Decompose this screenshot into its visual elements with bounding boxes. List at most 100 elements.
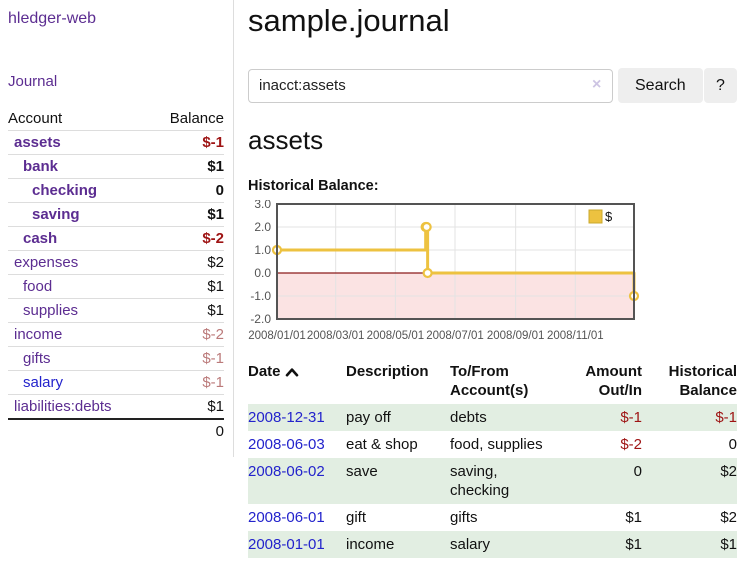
account-row: liabilities:debts $1 [8, 394, 224, 420]
account-link-assets[interactable]: assets [14, 134, 61, 151]
y-tick-label: -1.0 [250, 289, 271, 303]
transaction-date-link[interactable]: 2008-06-02 [248, 463, 325, 480]
register-table-body: 2008-12-31 pay off debts $-1 $-1 2008-06-03 ea… [248, 404, 737, 558]
account-link-income[interactable]: income [14, 326, 63, 343]
account-row: gifts $-1 [8, 346, 224, 371]
register-amount-cell: $1 [625, 536, 642, 553]
sidebar: hledger-web Journal Account Balance asse… [0, 0, 234, 457]
register-row: 2008-06-03 eat & shop food, supplies $-2 0 [248, 431, 737, 458]
x-tick-label: 2008/11/01 [547, 330, 604, 342]
search-button[interactable]: Search [618, 68, 703, 103]
accounts-header-row: Account Balance [8, 107, 224, 131]
help-button[interactable]: ? [704, 68, 737, 103]
account-row: food $1 [8, 274, 224, 299]
register-amount-cell: $-2 [620, 436, 642, 453]
account-heading: assets [248, 125, 324, 155]
main-content: sample.journal × Search ? assets Histori… [248, 0, 737, 558]
register-row: 2008-06-01 gift gifts $1 $2 [248, 504, 737, 531]
x-tick-label: 2008/09/01 [487, 330, 545, 342]
account-row: bank $1 [8, 154, 224, 179]
legend-label: $ [605, 209, 613, 224]
account-row: assets $-1 [8, 130, 224, 155]
register-date-cell: 2008-12-31 [248, 404, 346, 431]
register-date-cell: 2008-06-03 [248, 431, 346, 458]
data-point-marker[interactable] [422, 267, 433, 279]
register-accounts-cell: gifts [450, 509, 478, 526]
accounts-total-value: 0 [215, 423, 224, 440]
search-form: × Search ? [248, 68, 737, 103]
account-row: saving $1 [8, 202, 224, 227]
account-row: supplies $1 [8, 298, 224, 323]
register-amount-cell: $-1 [620, 409, 642, 426]
register-description-cell: income [346, 536, 395, 553]
account-row: expenses $2 [8, 250, 224, 275]
account-name-cell: food [8, 275, 150, 299]
accounts-total-spacer [8, 419, 150, 443]
account-link-liabilities-debts[interactable]: liabilities:debts [14, 398, 112, 415]
register-amount-cell: $1 [625, 509, 642, 526]
account-balance: $-1 [202, 350, 224, 367]
app-brand-link[interactable]: hledger-web [8, 10, 97, 27]
register-description-cell: save [346, 463, 378, 480]
register-date-cell: 2008-06-02 [248, 458, 346, 504]
account-name-cell: supplies [8, 299, 150, 323]
transaction-date-link[interactable]: 2008-06-01 [248, 509, 325, 526]
account-link-food[interactable]: food [23, 278, 53, 295]
x-tick-label: 2008/05/01 [367, 330, 425, 342]
account-link-checking[interactable]: checking [32, 182, 98, 199]
account-link-saving[interactable]: saving [32, 206, 80, 223]
register-description-cell: gift [346, 509, 367, 526]
account-balance: $1 [207, 398, 224, 415]
register-accounts-cell: food, supplies [450, 436, 543, 453]
account-balance: $2 [207, 254, 224, 271]
account-name-cell: assets [8, 131, 150, 155]
account-row: cash $-2 [8, 226, 224, 251]
register-table: Date Description To/From Account(s) Amou… [248, 362, 737, 558]
register-header-row: Date Description To/From Account(s) Amou… [248, 362, 737, 404]
register-accounts-cell: saving, checking [450, 463, 510, 499]
accounts-header-balance: Balance [169, 110, 224, 127]
clear-search-icon[interactable]: × [592, 76, 602, 93]
account-balance: $1 [207, 278, 224, 295]
account-link-bank[interactable]: bank [23, 158, 59, 175]
account-name-cell: liabilities:debts [8, 395, 150, 420]
register-header-date-label: Date [248, 363, 281, 380]
y-tick-label: -2.0 [250, 312, 271, 326]
account-link-cash[interactable]: cash [23, 230, 58, 247]
account-row: checking 0 [8, 178, 224, 203]
y-tick-label: 0.0 [254, 266, 271, 280]
account-name-cell: income [8, 323, 150, 347]
data-point-marker[interactable] [421, 221, 432, 233]
account-row: salary $-1 [8, 370, 224, 395]
register-row: 2008-01-01 income salary $1 $1 [248, 531, 737, 558]
sort-ascending-icon [285, 368, 298, 377]
y-tick-label: 1.0 [254, 243, 271, 257]
sidebar-item-journal[interactable]: Journal [8, 73, 58, 90]
chart-svg: $3.0 2.0 1.0 0.0 -1.0 -2.0 2008/01/01 2008/03/0… [248, 200, 640, 342]
transaction-date-link[interactable]: 2008-06-03 [248, 436, 325, 453]
transaction-date-link[interactable]: 2008-12-31 [248, 409, 325, 426]
register-row: 2008-12-31 pay off debts $-1 $-1 [248, 404, 737, 431]
transaction-date-link[interactable]: 2008-01-01 [248, 536, 325, 553]
historical-balance-chart[interactable]: $3.0 2.0 1.0 0.0 -1.0 -2.0 2008/01/01 2008/03/0… [248, 200, 737, 343]
search-input[interactable] [248, 68, 613, 103]
register-header-amount: Amount Out/In [585, 363, 642, 399]
register-header-accounts: To/From Account(s) [450, 363, 529, 399]
accounts-table: Account Balance assets $-1 bank $1 checking 0… [8, 107, 224, 443]
page-title: sample.journal [248, 3, 450, 38]
account-link-expenses[interactable]: expenses [14, 254, 79, 271]
x-tick-label: 2008/03/01 [307, 330, 365, 342]
chart-title: Historical Balance: [248, 178, 379, 194]
register-header-balance: Historical Balance [668, 363, 737, 399]
x-tick-label: 2008/07/01 [426, 330, 484, 342]
register-accounts-cell: debts [450, 409, 487, 426]
register-header-date[interactable]: Date [248, 362, 346, 404]
register-balance-cell: $2 [720, 509, 737, 526]
legend-swatch [588, 209, 603, 224]
account-balance: $1 [207, 158, 224, 175]
account-name-cell: checking [8, 179, 150, 203]
account-link-salary[interactable]: salary [23, 374, 64, 391]
account-name-cell: cash [8, 227, 150, 251]
account-link-gifts[interactable]: gifts [23, 350, 51, 367]
account-link-supplies[interactable]: supplies [23, 302, 79, 319]
